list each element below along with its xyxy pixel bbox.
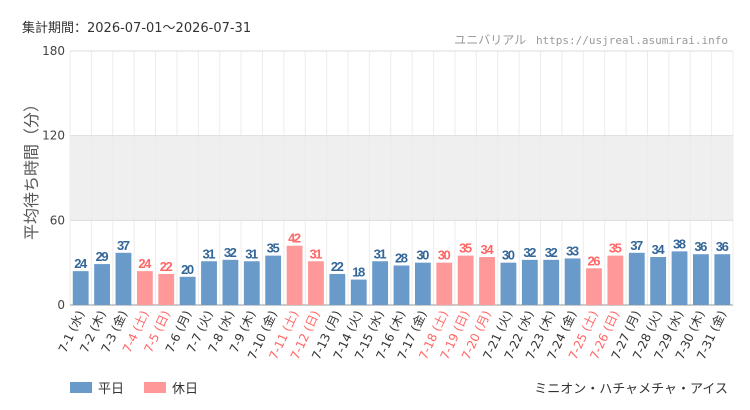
bar xyxy=(136,271,153,305)
period-text: 集計期間：2026-07-01～2026-07-31 xyxy=(22,21,252,36)
bar-value-label: 42 xyxy=(288,231,301,246)
bar-value-label: 37 xyxy=(630,238,643,253)
bar xyxy=(201,261,217,305)
bar-value-label: 35 xyxy=(459,241,472,256)
bar xyxy=(714,254,731,305)
y-axis-label-wrap: 平均待ち時間（分） xyxy=(18,96,162,264)
bar xyxy=(222,259,239,305)
site-brand: ユニバリアル xyxy=(454,33,527,47)
y-tick-label: 0 xyxy=(57,298,65,312)
legend-weekday-swatch xyxy=(70,382,92,393)
bar-value-label: 35 xyxy=(267,241,280,256)
bar-value-label: 18 xyxy=(352,265,365,280)
bar-value-label: 30 xyxy=(502,248,515,263)
bar xyxy=(436,262,453,305)
bar xyxy=(543,259,560,305)
bar xyxy=(308,261,324,305)
bar xyxy=(500,262,517,305)
bar xyxy=(479,257,495,305)
bar-value-label: 36 xyxy=(694,239,707,254)
bar xyxy=(72,271,89,305)
legend-weekday-label: 平日 xyxy=(98,382,125,397)
attraction-name: ミニオン・ハチャメチャ・アイス xyxy=(534,382,728,397)
bar-value-label: 26 xyxy=(587,253,600,268)
shaded-band xyxy=(70,135,733,221)
bar xyxy=(179,276,196,305)
bar xyxy=(607,255,624,305)
bar xyxy=(115,252,132,305)
bar-value-label: 31 xyxy=(245,246,258,261)
site-credit: ユニバリアル https://usjreal.asumirai.info xyxy=(454,31,728,48)
bar-value-label: 20 xyxy=(181,262,194,277)
bar xyxy=(414,262,431,305)
bar-value-label: 36 xyxy=(716,239,729,254)
bar-value-label: 31 xyxy=(309,246,322,261)
legend: 平日 休日 xyxy=(70,378,198,397)
y-tick-label: 120 xyxy=(42,129,65,143)
bar-value-label: 34 xyxy=(481,242,495,257)
y-tick-label: 180 xyxy=(42,44,65,58)
legend-holiday-swatch xyxy=(144,382,167,393)
bar xyxy=(650,257,667,305)
bar xyxy=(628,252,645,305)
bar-value-label: 29 xyxy=(96,249,109,264)
bar xyxy=(350,279,367,305)
legend-weekday: 平日 xyxy=(70,378,124,397)
bar-value-label: 34 xyxy=(652,242,666,257)
bar xyxy=(564,258,581,305)
bar-value-label: 31 xyxy=(374,246,387,261)
bar xyxy=(94,264,110,305)
bar xyxy=(243,261,260,305)
bar xyxy=(393,265,410,305)
legend-holiday: 休日 xyxy=(144,378,198,397)
bar-value-label: 37 xyxy=(117,238,130,253)
bar-value-label: 30 xyxy=(438,248,451,263)
bar-value-label: 22 xyxy=(331,259,344,274)
bar xyxy=(329,273,346,305)
legend-holiday-label: 休日 xyxy=(172,382,199,397)
bar xyxy=(158,273,175,305)
bar xyxy=(671,251,688,305)
bar-value-label: 30 xyxy=(416,248,429,263)
bar xyxy=(521,259,538,305)
bar-value-label: 32 xyxy=(545,245,558,260)
bar-value-label: 32 xyxy=(523,245,536,260)
bar-value-label: 32 xyxy=(224,245,237,260)
bar-value-label: 33 xyxy=(566,243,579,258)
bar-value-label: 24 xyxy=(74,256,88,271)
bar xyxy=(693,254,709,305)
bar-value-label: 28 xyxy=(395,250,408,265)
bar xyxy=(286,245,303,305)
y-axis-label: 平均待ち時間（分） xyxy=(22,95,41,240)
bar-value-label: 35 xyxy=(609,241,622,256)
bar-value-label: 31 xyxy=(203,246,216,261)
y-tick-label: 60 xyxy=(50,213,65,227)
bar-value-label: 24 xyxy=(138,256,152,271)
bar xyxy=(372,261,389,305)
bar-value-label: 38 xyxy=(673,236,686,251)
site-url[interactable]: https://usjreal.asumirai.info xyxy=(535,34,728,47)
bar xyxy=(265,255,282,305)
bar xyxy=(586,268,602,305)
bar-value-label: 22 xyxy=(160,259,173,274)
bar xyxy=(457,255,474,305)
